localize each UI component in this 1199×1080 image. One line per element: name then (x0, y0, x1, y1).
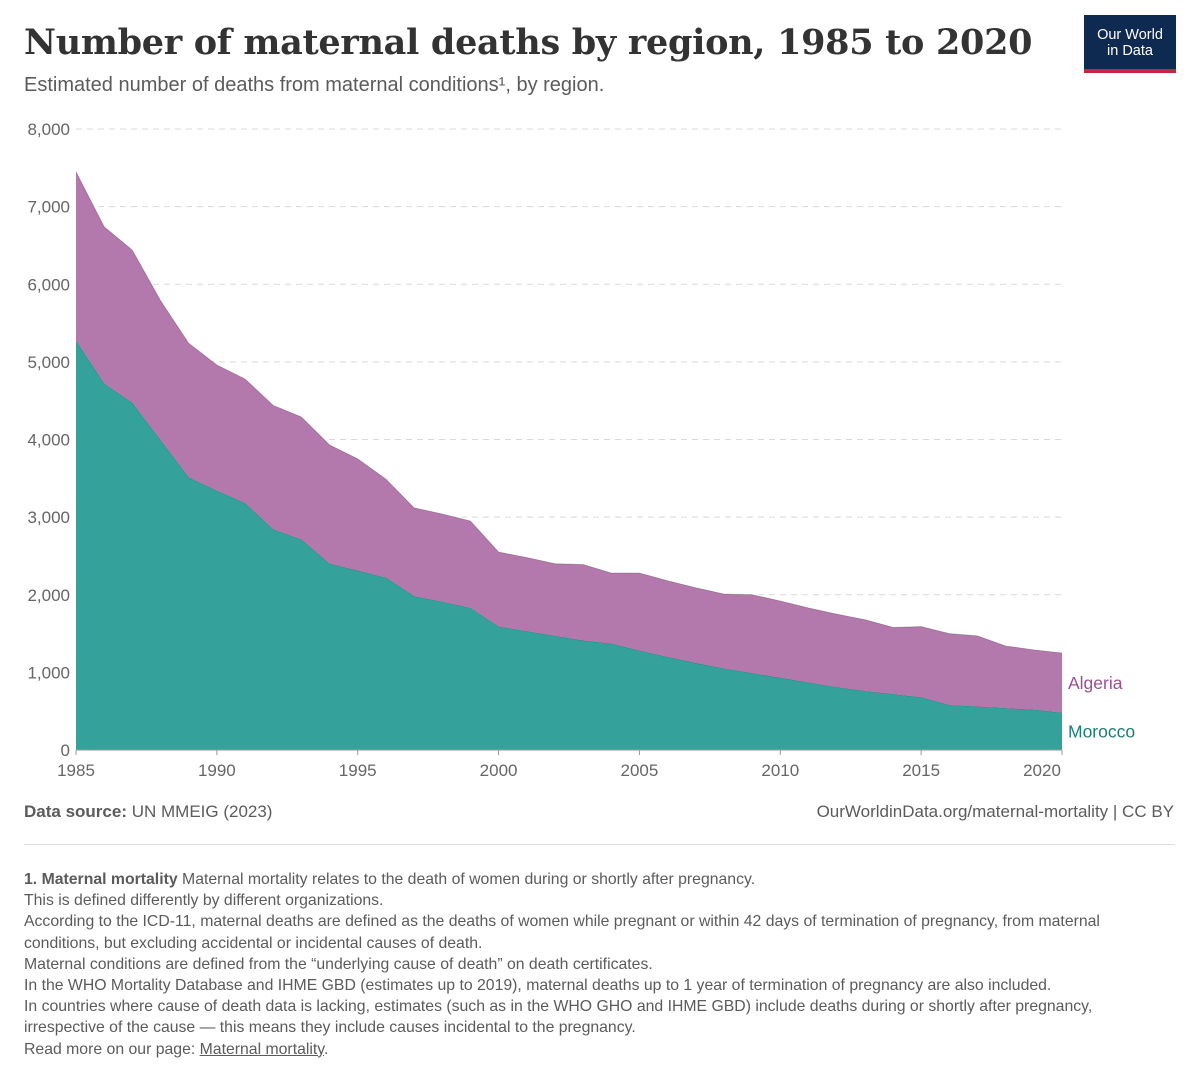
logo-line-2: in Data (1107, 43, 1153, 59)
x-tick-label: 2020 (1023, 761, 1061, 780)
x-tick-label: 1995 (339, 761, 377, 780)
data-source-value[interactable]: UN MMEIG (2023) (131, 802, 273, 821)
x-tick-label: 1990 (198, 761, 236, 780)
y-tick-label: 3,000 (27, 508, 70, 527)
stacked-area-chart[interactable]: 0 1,000 2,000 3,000 4,000 5,000 6,000 7,000 8,00… (0, 110, 1199, 790)
y-tick-label: 0 (61, 741, 70, 760)
data-source-label: Data source: (24, 802, 127, 821)
y-tick-label: 4,000 (27, 431, 70, 450)
footnote-line: This is defined differently by different… (24, 892, 384, 910)
footnotes: 1. Maternal mortality Maternal mortality… (24, 869, 1174, 1060)
area-morocco (76, 340, 1062, 750)
read-more: Read more on our page: Maternal mortalit… (24, 1039, 1174, 1060)
y-tick-label: 8,000 (27, 120, 70, 139)
x-tick-label: 2000 (480, 761, 518, 780)
maternal-mortality-link[interactable]: Maternal mortality (199, 1040, 325, 1058)
chart-subtitle: Estimated number of deaths from maternal… (24, 74, 605, 96)
footer-divider (24, 844, 1175, 845)
footnote-line: In countries where cause of death data i… (24, 998, 1093, 1037)
credit-line[interactable]: OurWorldinData.org/maternal-mortality | … (816, 802, 1174, 821)
x-tick-label: 1985 (57, 761, 95, 780)
x-tick-label: 2015 (902, 761, 940, 780)
footnote-line: Maternal conditions are defined from the… (24, 955, 653, 973)
area-algeria (76, 171, 1062, 713)
legend-label-morocco: Morocco (1068, 721, 1135, 741)
data-source: Data source: UN MMEIG (2023) (24, 802, 272, 822)
y-tick-label: 7,000 (27, 198, 70, 217)
read-more-period: . (324, 1040, 329, 1058)
read-more-text: Read more on our page: (24, 1040, 196, 1058)
footnote-first: 1. Maternal mortality Maternal mortality… (24, 869, 1174, 890)
legend-label-algeria: Algeria (1068, 673, 1123, 693)
footnote-line: Maternal mortality relates to the death … (182, 871, 756, 888)
footnote-line: In the WHO Mortality Database and IHME G… (24, 977, 1052, 995)
y-tick-label: 5,000 (27, 353, 70, 372)
y-tick-label: 1,000 (27, 663, 70, 682)
chart-title: Number of maternal deaths by region, 198… (24, 22, 1033, 63)
footnote-line: According to the ICD-11, maternal deaths… (24, 913, 1100, 952)
owid-logo[interactable]: Our World in Data (1084, 15, 1176, 73)
footnote-label: 1. Maternal mortality (24, 871, 178, 888)
y-tick-label: 2,000 (27, 586, 70, 605)
area-edge-algeria (75, 171, 1063, 654)
x-tick-label: 2010 (761, 761, 799, 780)
y-tick-label: 6,000 (27, 275, 70, 294)
logo-line-1: Our World (1097, 27, 1163, 43)
x-tick-label: 2005 (621, 761, 659, 780)
